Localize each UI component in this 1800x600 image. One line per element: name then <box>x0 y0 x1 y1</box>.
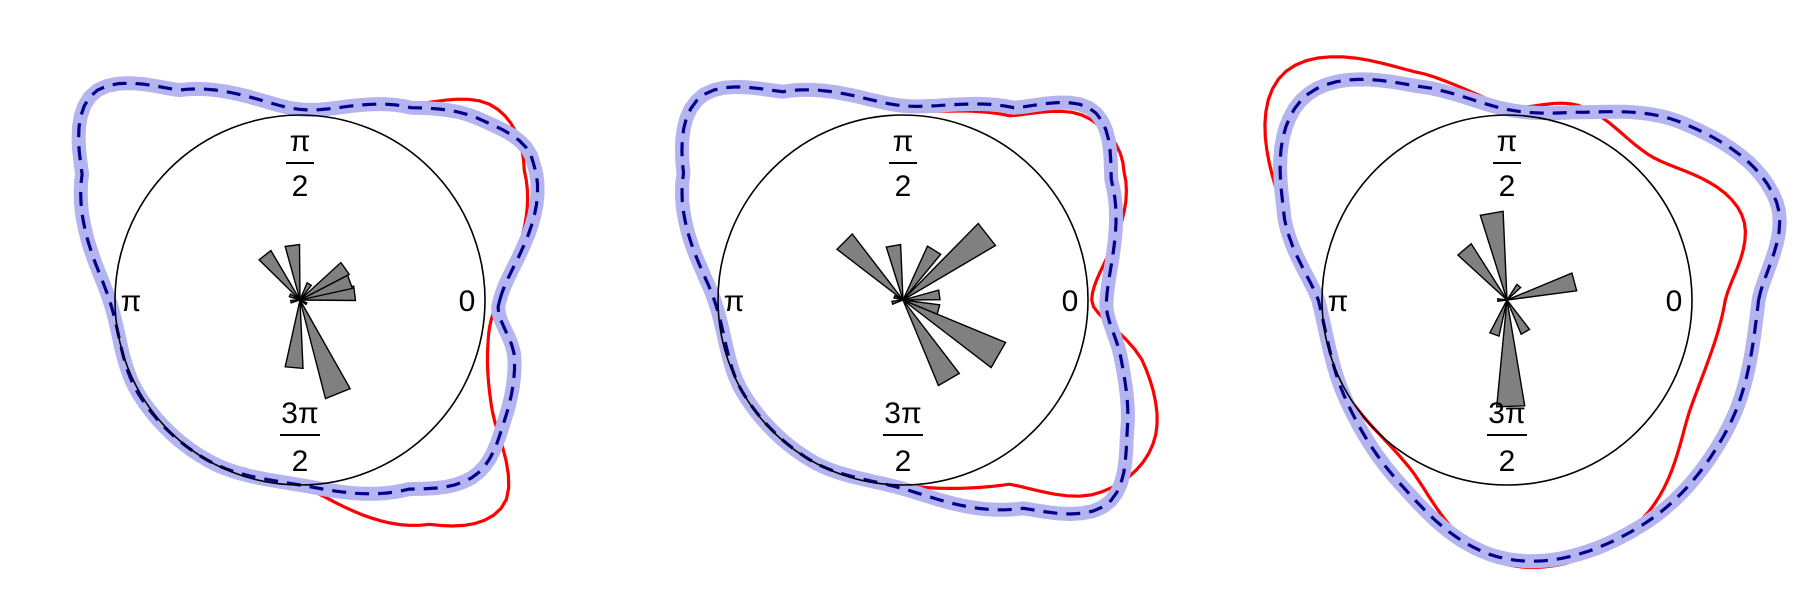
rose-petal <box>835 232 904 301</box>
angle-label-half-pi-numerator: π <box>893 125 914 158</box>
rose-petal <box>299 281 313 301</box>
rose-petal <box>1497 298 1508 302</box>
rose-petal <box>1488 299 1508 338</box>
rose-petal <box>1479 210 1508 301</box>
panel-middle: 0 π π 2 3π 2 <box>674 79 1159 521</box>
rose-petal <box>289 299 301 304</box>
series-line-density-reference <box>1278 77 1782 563</box>
panel-left: 0 π π 2 3π 2 <box>71 76 545 528</box>
rose-diagram <box>1456 210 1578 408</box>
reference-circle <box>1321 114 1693 486</box>
reference-circle <box>717 114 1089 486</box>
angle-label-half-pi-denominator: 2 <box>1499 170 1516 203</box>
rose-diagram <box>258 243 357 400</box>
rose-petal <box>1495 299 1526 408</box>
angle-label-pi: π <box>724 285 745 318</box>
rose-petal <box>288 292 301 301</box>
rose-petal <box>902 222 997 301</box>
angle-label-zero: 0 <box>1666 285 1683 318</box>
rose-petal <box>902 299 941 316</box>
rose-petal <box>893 294 904 301</box>
angle-label-three-half-pi-numerator: 3π <box>884 397 921 430</box>
angle-label-three-half-pi-denominator: 2 <box>895 445 912 478</box>
rose-petal <box>1506 299 1531 336</box>
series-band-density-reference <box>1273 72 1787 569</box>
angle-label-half-pi-denominator: 2 <box>895 170 912 203</box>
rose-petal <box>1506 272 1578 301</box>
rose-petal <box>891 299 904 306</box>
angle-label-three-half-pi-denominator: 2 <box>1499 445 1516 478</box>
density-curves <box>71 76 545 528</box>
rose-petal <box>885 243 904 301</box>
series-line-density-reference <box>76 81 540 496</box>
rose-diagram <box>835 222 1007 387</box>
rose-petal <box>284 243 301 301</box>
rose-petal <box>284 299 304 370</box>
rose-petal <box>902 299 1007 369</box>
rose-petal <box>299 299 352 400</box>
rose-petal <box>299 299 308 306</box>
angle-label-three-half-pi-numerator: 3π <box>281 397 318 430</box>
rose-petal <box>1506 283 1522 301</box>
angle-label-pi: π <box>1328 285 1349 318</box>
rose-petal <box>902 245 942 301</box>
angle-label-zero: 0 <box>459 285 476 318</box>
angle-label-pi: π <box>121 285 142 318</box>
rose-petal <box>902 289 941 301</box>
angle-label-half-pi-numerator: π <box>290 125 311 158</box>
density-curves <box>1263 55 1787 570</box>
rose-petal <box>902 299 961 387</box>
angle-label-zero: 0 <box>1062 285 1079 318</box>
angle-label-three-half-pi-numerator: 3π <box>1488 397 1525 430</box>
rose-petal <box>258 249 301 301</box>
reference-circle <box>114 114 486 486</box>
angle-label-half-pi-numerator: π <box>1497 125 1518 158</box>
rose-petal <box>1456 242 1508 301</box>
rose-petal <box>299 261 351 301</box>
panel-right: 0 π π 2 3π 2 <box>1263 55 1787 570</box>
series-line-density-reference <box>680 85 1130 516</box>
angle-label-three-half-pi-denominator: 2 <box>292 445 309 478</box>
angle-label-half-pi-denominator: 2 <box>292 170 309 203</box>
